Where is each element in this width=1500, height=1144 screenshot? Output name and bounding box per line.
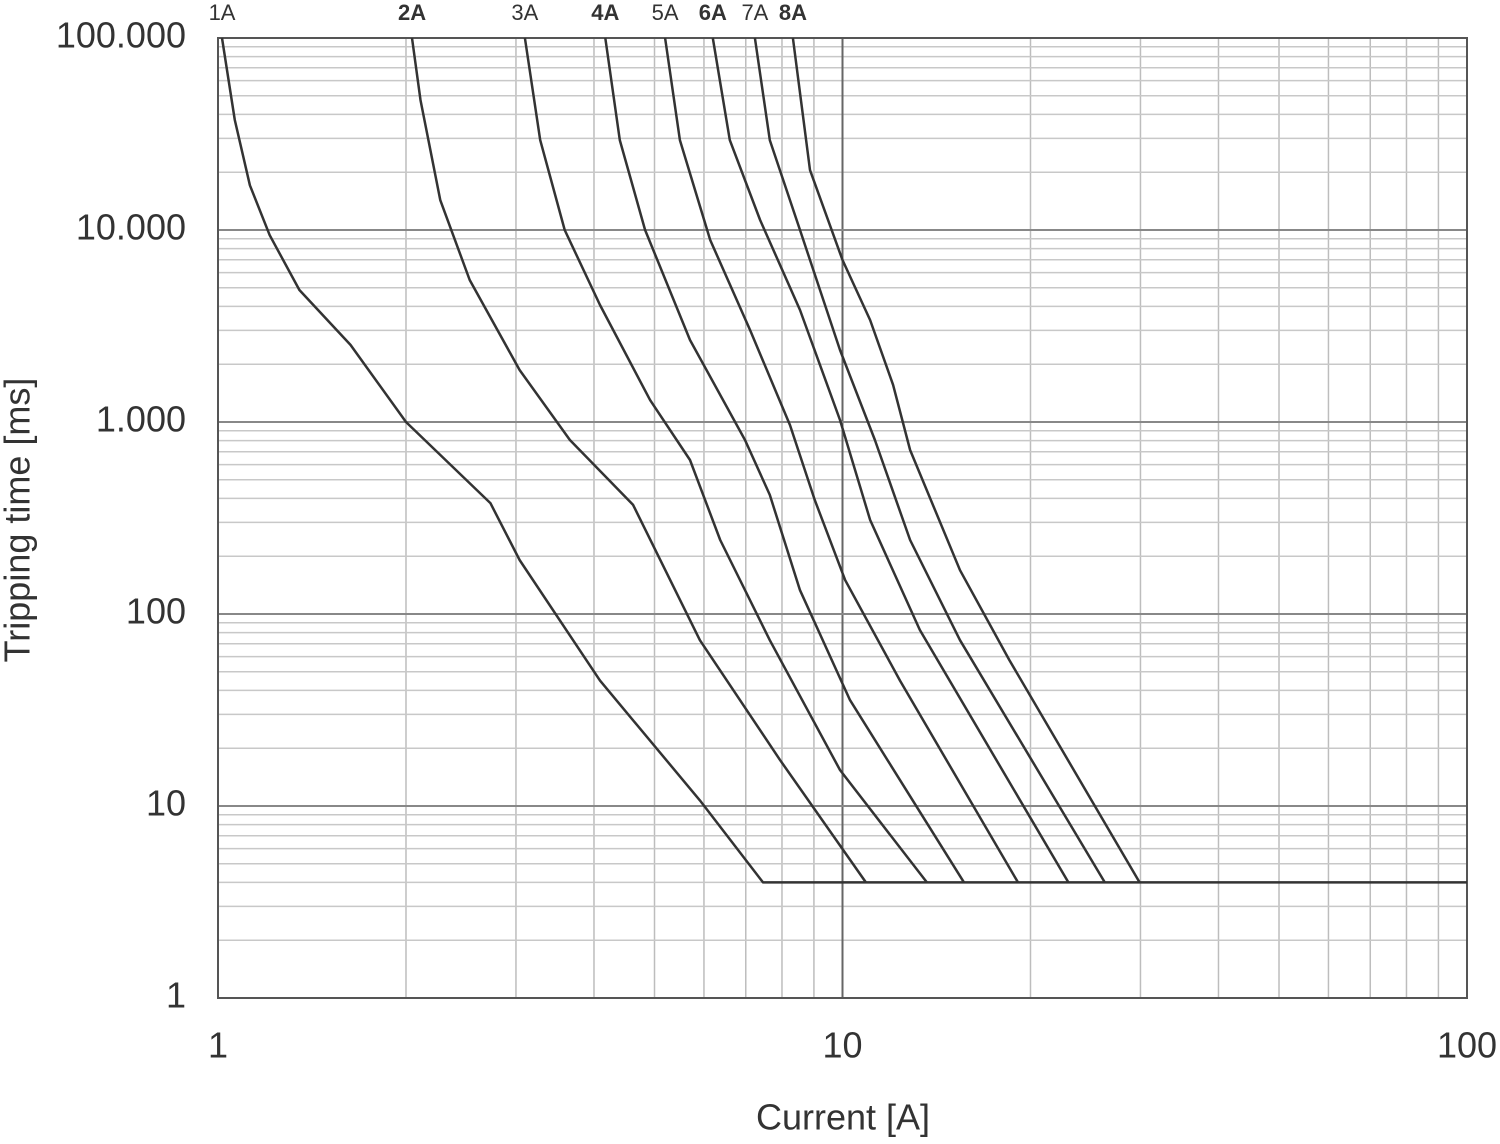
series-label: 8A [779,0,807,25]
y-tick-label: 1.000 [96,399,186,440]
series-label: 5A [652,0,679,25]
lines [220,37,1467,884]
series-line [604,37,966,884]
series-label: 4A [591,0,619,25]
series-line [753,37,1106,884]
y-tick-label: 1 [166,975,186,1016]
labels: 1 10 100 1 10 100 1.000 10.000 100.000 1A 2A 3A 4A 5A… [56,0,1497,1066]
series-label: 2A [398,0,426,25]
x-axis-title: Current [A] [756,1097,930,1138]
y-tick-label: 10 [146,783,186,824]
y-tick-label: 100.000 [56,15,186,56]
series-line [711,37,1070,884]
x-tick-label: 100 [1437,1025,1497,1066]
series-label: 6A [699,0,727,25]
series-label: 3A [511,0,538,25]
series-line [410,37,867,884]
y-tick-label: 10.000 [76,207,186,248]
grid [217,37,1468,999]
x-tick-label: 10 [822,1025,862,1066]
series-line [523,37,928,884]
y-axis-title: Tripping time [ms] [0,378,38,663]
series-line [220,37,1467,884]
series-line [663,37,1020,884]
plot-frame [217,37,1468,999]
series-line [791,37,1141,884]
y-tick-label: 100 [126,591,186,632]
series-label: 1A [209,0,236,25]
x-tick-label: 1 [208,1025,228,1066]
series-label: 7A [741,0,768,25]
